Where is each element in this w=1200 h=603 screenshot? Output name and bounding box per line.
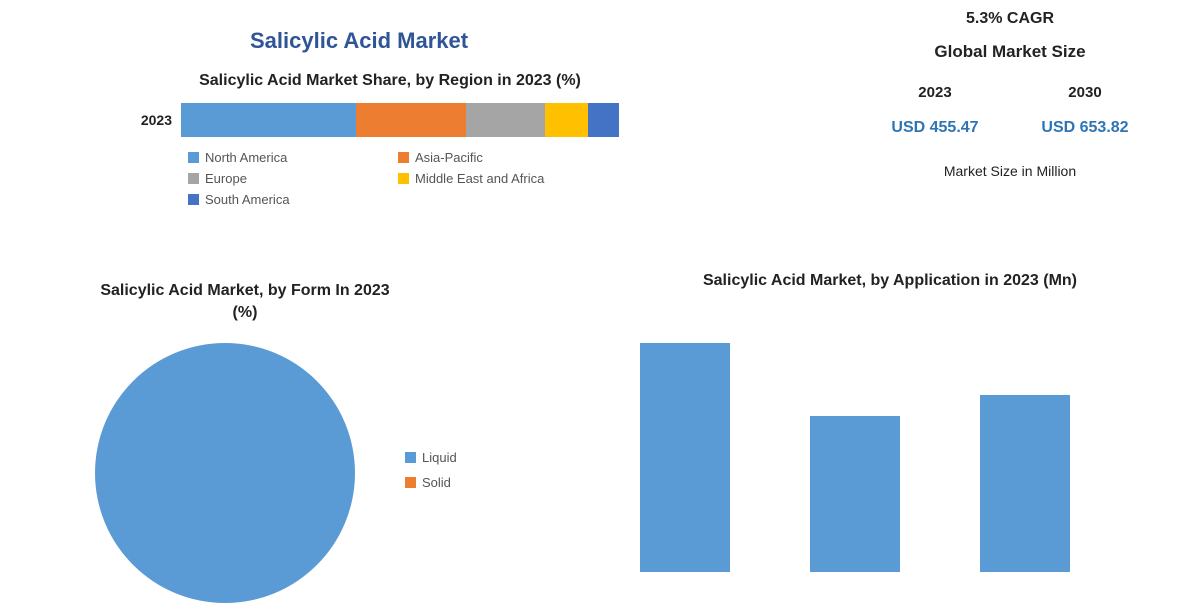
region-segment [181, 103, 356, 137]
region-stacked-bar [180, 102, 620, 138]
legend-label: Middle East and Africa [415, 171, 544, 186]
legend-item: Europe [188, 171, 368, 186]
region-year-label: 2023 [130, 112, 180, 128]
legend-label: Solid [422, 475, 451, 490]
bar-rect [810, 416, 900, 572]
legend-item: Solid [405, 475, 457, 490]
form-legend: Liquid Solid [405, 450, 457, 500]
form-chart-title: Salicylic Acid Market, by Form In 2023 (… [95, 280, 395, 323]
form-chart: Salicylic Acid Market, by Form In 2023 (… [95, 280, 555, 603]
market-size-row: 2023 USD 455.47 2030 USD 653.82 [860, 84, 1160, 137]
legend-swatch [188, 173, 199, 184]
legend-swatch [405, 477, 416, 488]
legend-label: Liquid [422, 450, 457, 465]
region-chart: Salicylic Acid Market Share, by Region i… [130, 70, 650, 207]
year-2030-value: USD 653.82 [1041, 119, 1128, 137]
legend-swatch [398, 173, 409, 184]
application-bar [640, 343, 730, 572]
region-legend: North America Asia-Pacific Europe Middle Ea… [188, 150, 618, 207]
region-stack-wrap: 2023 [130, 102, 650, 138]
legend-item: Middle East and Africa [398, 171, 578, 186]
region-segment [545, 103, 589, 137]
year-2023-col: 2023 USD 455.47 [891, 84, 978, 137]
region-chart-title: Salicylic Acid Market Share, by Region i… [130, 70, 650, 92]
legend-swatch [188, 194, 199, 205]
application-bars [620, 312, 1160, 572]
legend-label: Asia-Pacific [415, 150, 483, 165]
legend-label: Europe [205, 171, 247, 186]
market-size-panel: 5.3% CAGR Global Market Size 2023 USD 45… [860, 10, 1160, 179]
legend-item: South America [188, 192, 368, 207]
legend-swatch [188, 152, 199, 163]
application-chart-title: Salicylic Acid Market, by Application in… [700, 270, 1080, 292]
region-segment [588, 103, 619, 137]
legend-swatch [405, 452, 416, 463]
application-bar [980, 395, 1070, 572]
page-title: Salicylic Acid Market [250, 28, 468, 54]
legend-item: Asia-Pacific [398, 150, 578, 165]
year-2023-label: 2023 [891, 84, 978, 101]
market-size-heading: Global Market Size [860, 42, 1160, 62]
legend-label: North America [205, 150, 287, 165]
form-pie [95, 343, 355, 603]
region-segment [356, 103, 466, 137]
application-bar [810, 416, 900, 572]
legend-item: North America [188, 150, 368, 165]
legend-swatch [398, 152, 409, 163]
legend-label: South America [205, 192, 290, 207]
cagr-value: 5.3% CAGR [860, 10, 1160, 28]
bar-rect [640, 343, 730, 572]
bar-rect [980, 395, 1070, 572]
year-2023-value: USD 455.47 [891, 119, 978, 137]
year-2030-col: 2030 USD 653.82 [1041, 84, 1128, 137]
market-size-unit: Market Size in Million [860, 163, 1160, 179]
legend-item: Liquid [405, 450, 457, 465]
region-segment [466, 103, 545, 137]
year-2030-label: 2030 [1041, 84, 1128, 101]
application-chart: Salicylic Acid Market, by Application in… [620, 270, 1160, 572]
